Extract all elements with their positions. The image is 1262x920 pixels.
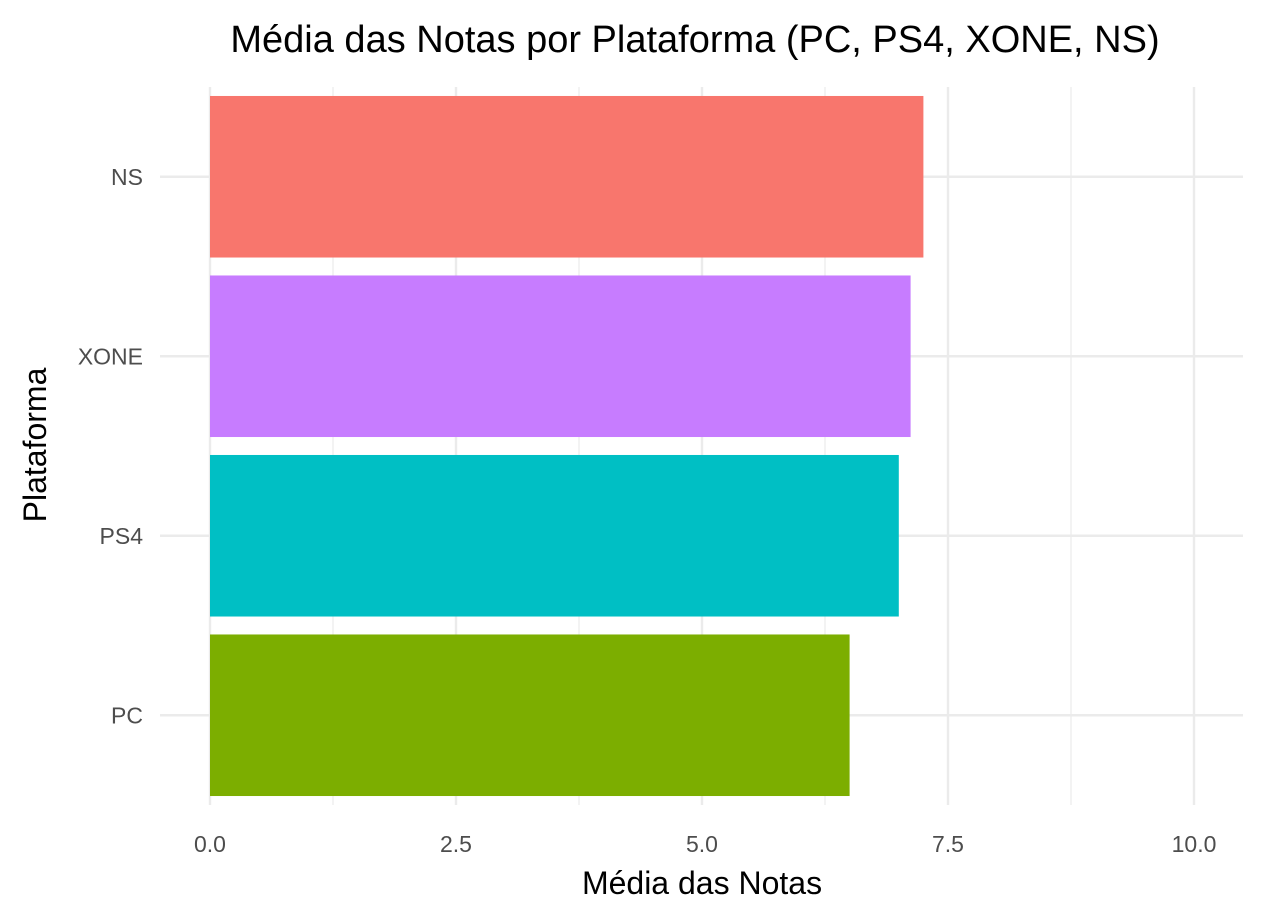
bar-xone [210, 275, 911, 438]
x-tick-label: 2.5 [440, 831, 472, 857]
bar-ps4 [210, 454, 899, 617]
bar-ns [210, 95, 924, 258]
y-axis-ticks: PC PS4 XONE NS [78, 164, 143, 729]
x-tick-label: 10.0 [1172, 831, 1217, 857]
x-axis-ticks: 0.0 2.5 5.0 7.5 10.0 [194, 831, 1216, 857]
y-tick-label: PS4 [100, 523, 144, 549]
chart-title: Média das Notas por Plataforma (PC, PS4,… [230, 19, 1159, 61]
y-axis-title: Plataforma [17, 367, 53, 522]
bars [210, 95, 924, 797]
x-tick-label: 7.5 [932, 831, 964, 857]
y-tick-label: PC [111, 702, 143, 728]
x-tick-label: 5.0 [686, 831, 718, 857]
y-tick-label: XONE [78, 343, 143, 369]
y-tick-label: NS [111, 164, 143, 190]
x-tick-label: 0.0 [194, 831, 226, 857]
x-axis-title: Média das Notas [582, 865, 822, 901]
bar-pc [210, 634, 850, 797]
